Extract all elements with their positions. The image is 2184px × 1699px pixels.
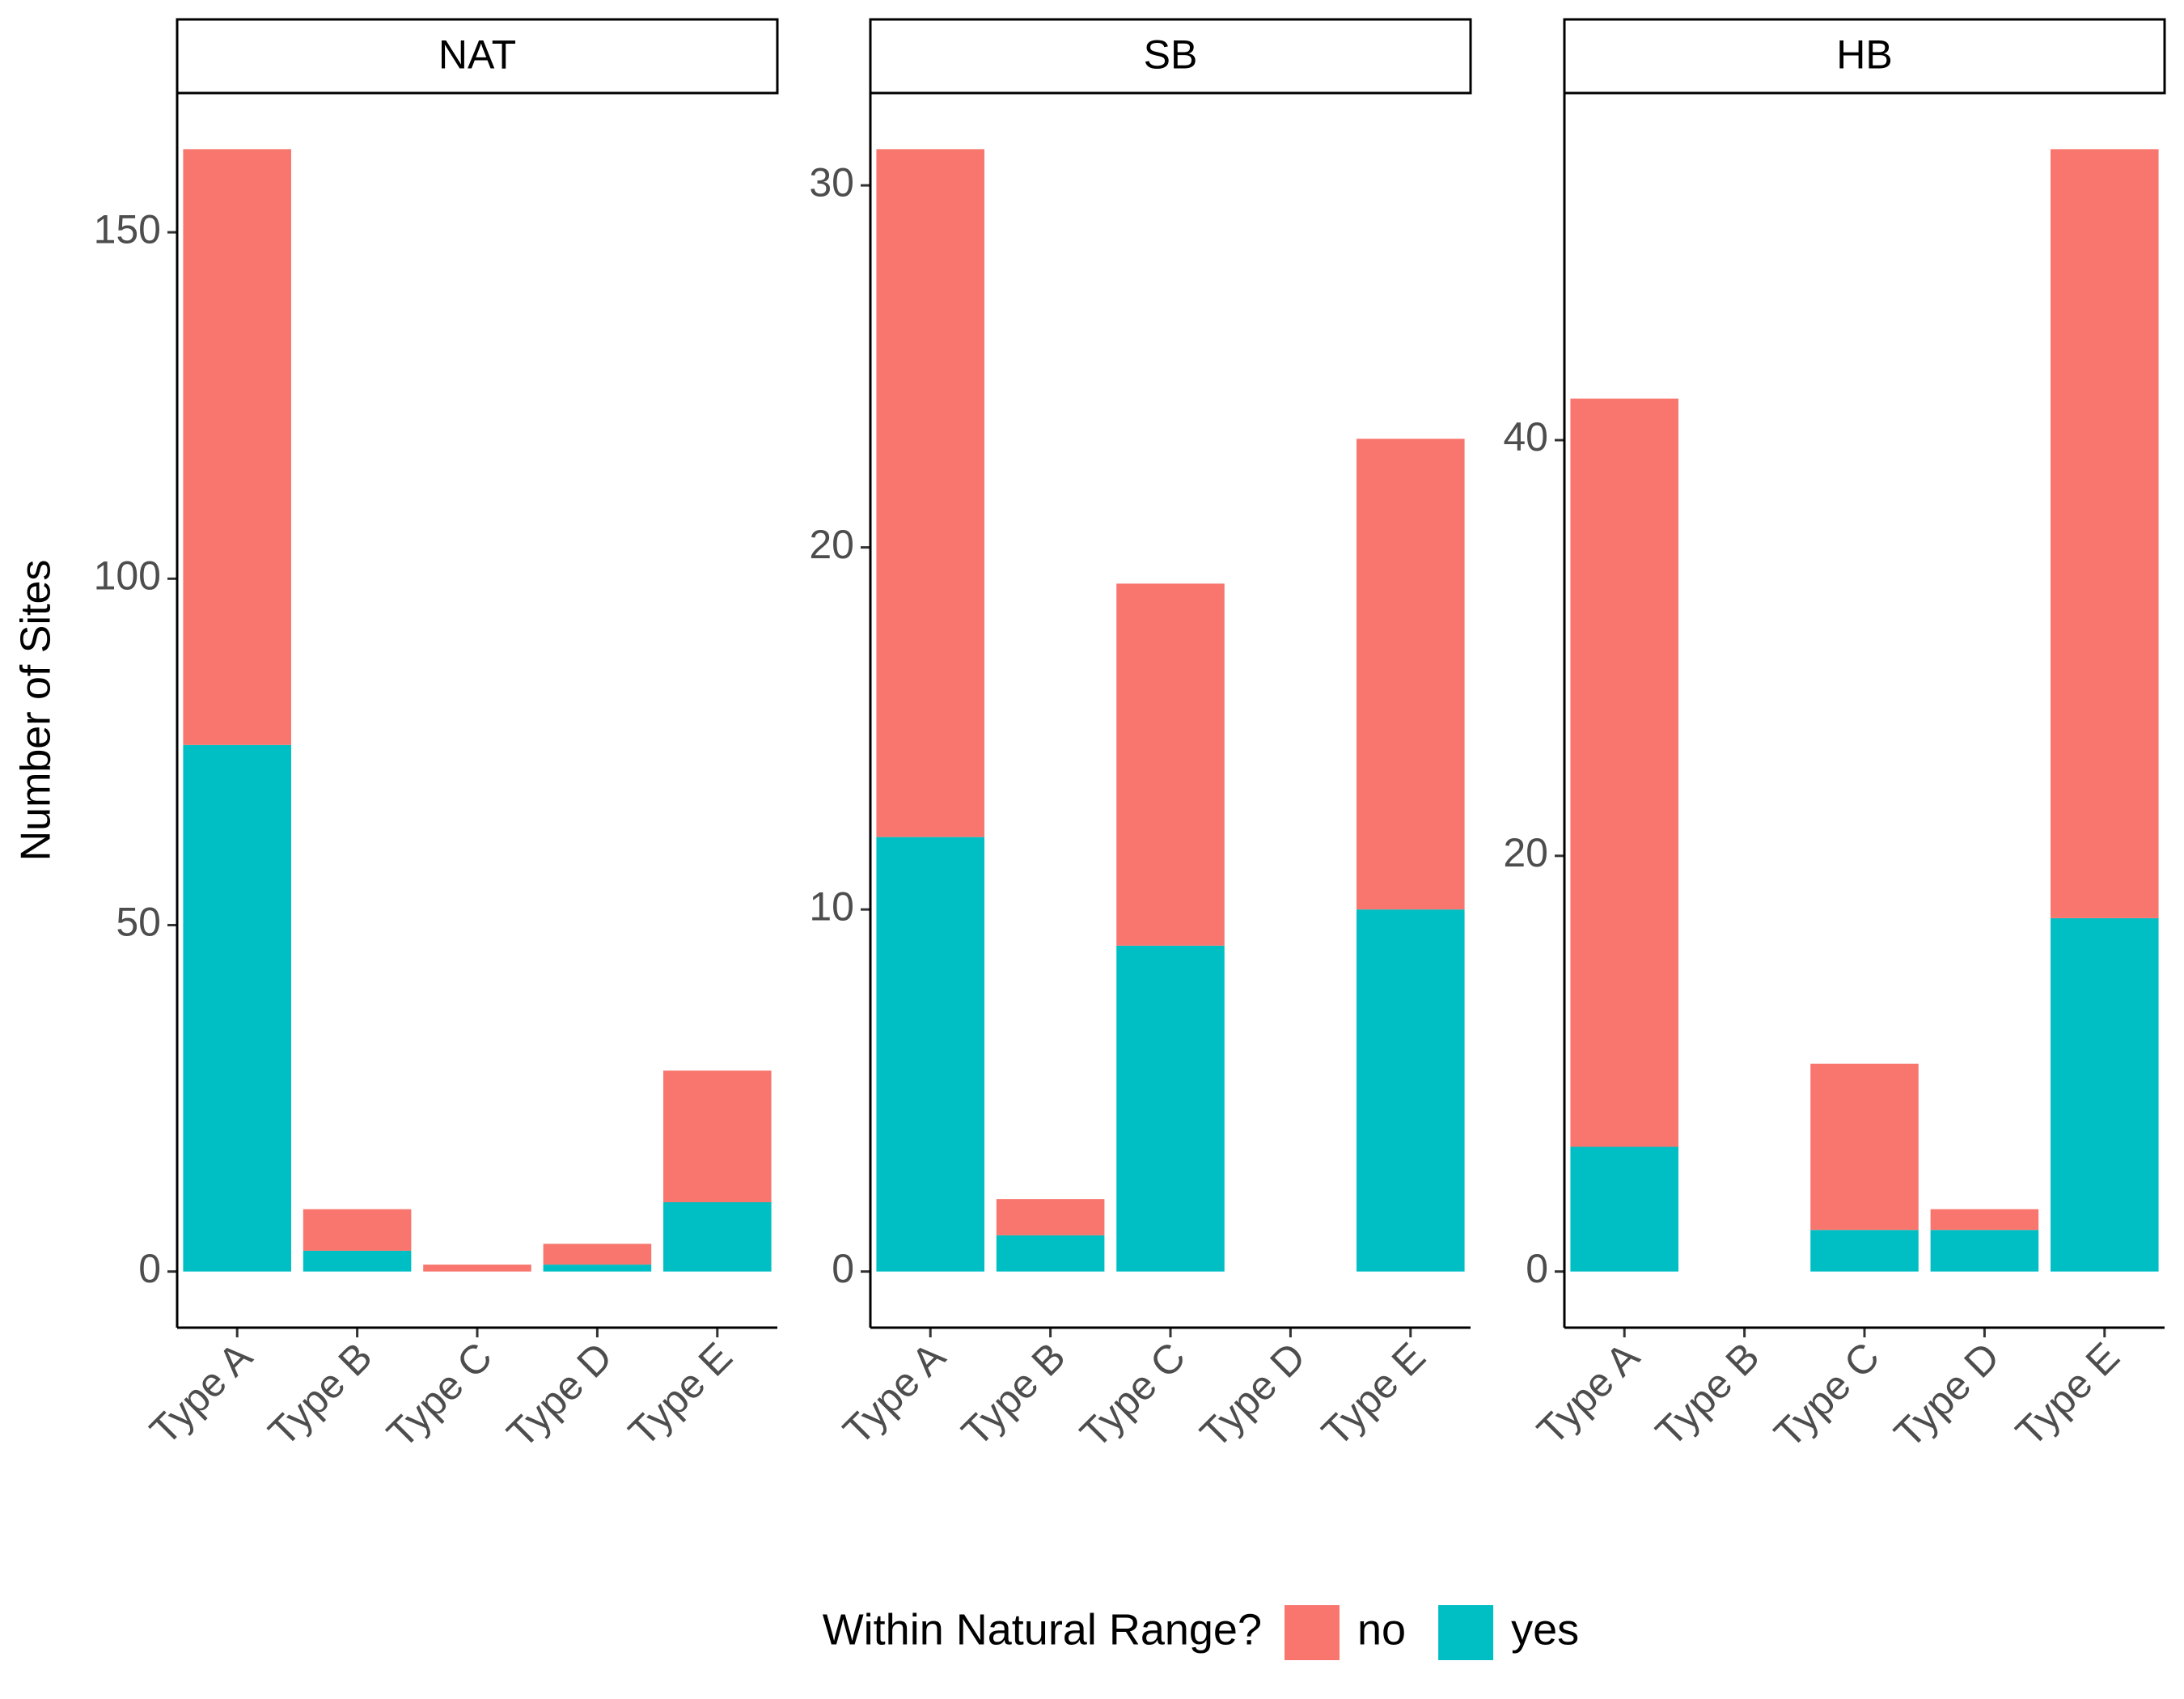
facet-title: HB [1836, 32, 1892, 78]
bar-segment [1116, 583, 1225, 946]
y-tick-label: 0 [1526, 1246, 1548, 1291]
facet-strip [1563, 18, 2166, 95]
y-tick-label: 10 [809, 883, 854, 929]
y-tick-label: 20 [809, 522, 854, 567]
bar-segment [303, 1250, 412, 1272]
bar-segment [663, 1070, 772, 1203]
y-tick-label: 30 [809, 159, 854, 205]
bar-segment [996, 1235, 1105, 1272]
x-tick-label: Type C [1072, 1334, 1195, 1457]
bar-segment [1810, 1063, 1919, 1231]
facet-strip [869, 18, 1472, 95]
x-tick-label: Type A [142, 1333, 261, 1453]
legend-swatch [1438, 1605, 1494, 1660]
legend-label: no [1357, 1605, 1406, 1654]
bar-segment [543, 1244, 652, 1265]
bar-segment [663, 1202, 772, 1272]
x-tick-label: Type C [379, 1334, 502, 1457]
y-tick-label: 40 [1503, 414, 1548, 460]
legend-label: yes [1511, 1605, 1579, 1654]
x-tick-label: Type C [1766, 1334, 1889, 1457]
y-tick-label: 0 [832, 1246, 854, 1291]
x-tick-label: Type E [620, 1334, 741, 1455]
bar-segment [1570, 398, 1678, 1147]
bar-segment [1930, 1209, 2039, 1231]
y-axis-title: Number of Sites [13, 560, 60, 862]
x-tick-label: Type E [1313, 1334, 1434, 1455]
y-tick-label: 50 [116, 900, 161, 945]
y-tick-label: 150 [94, 206, 161, 252]
bar-segment [543, 1265, 652, 1272]
x-tick-label: Type B [260, 1334, 381, 1455]
bar-segment [1357, 439, 1465, 910]
legend-swatch [1285, 1605, 1340, 1660]
y-tick-label: 100 [94, 553, 161, 598]
bar-segment [303, 1209, 412, 1251]
bar-segment [183, 149, 291, 745]
x-tick-label: Type D [498, 1334, 621, 1457]
bar-segment [1570, 1146, 1678, 1272]
bar-segment [423, 1265, 531, 1272]
facet-title: SB [1144, 32, 1198, 78]
bar-segment [1116, 945, 1225, 1272]
legend-title: Within Natural Range? [823, 1605, 1262, 1654]
bar-segment [183, 744, 291, 1272]
bar-segment [2051, 149, 2159, 918]
facet-strip [176, 18, 779, 95]
bar-segment [876, 837, 984, 1272]
bar-segment [1357, 909, 1465, 1272]
y-tick-label: 20 [1503, 830, 1548, 875]
facet-title: NAT [438, 32, 516, 78]
y-tick-label: 0 [138, 1246, 161, 1291]
x-tick-label: Type A [835, 1333, 954, 1453]
x-tick-label: Type B [1647, 1334, 1768, 1455]
x-tick-label: Type D [1886, 1334, 2008, 1457]
x-tick-label: Type D [1191, 1334, 1314, 1457]
bar-segment [1930, 1230, 2039, 1272]
x-tick-label: Type E [2007, 1334, 2128, 1455]
bar-segment [876, 149, 984, 837]
bar-segment [996, 1199, 1105, 1235]
bar-segment [2051, 917, 2159, 1272]
bar-segment [1810, 1230, 1919, 1272]
x-tick-label: Type B [953, 1334, 1074, 1455]
x-tick-label: Type A [1529, 1333, 1649, 1453]
